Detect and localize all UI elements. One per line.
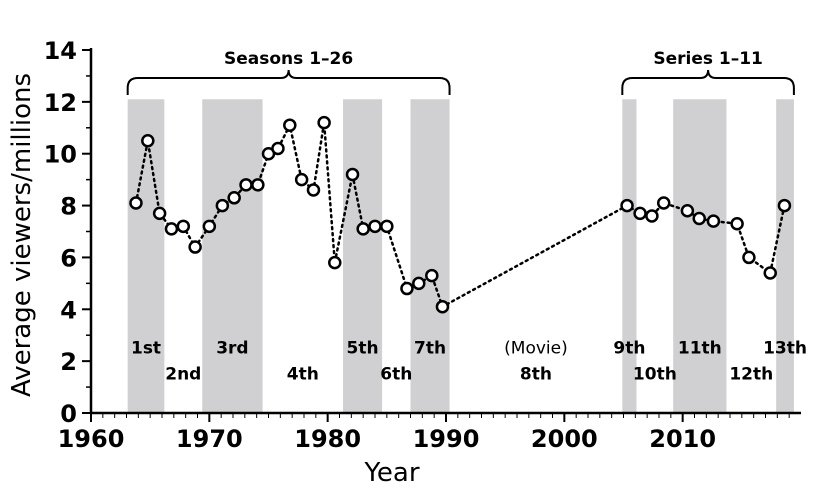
data-point-36: [763, 266, 777, 280]
x-tick-label-1990: 1990: [413, 425, 480, 453]
era-label-12th: 12th: [729, 364, 773, 384]
era-label-1st: 1st: [131, 338, 161, 358]
bracket-2: [621, 69, 795, 95]
era-label-5th: 5th: [347, 338, 379, 358]
era-label-2nd: 2nd: [165, 364, 201, 384]
era-band-3rd: [202, 99, 263, 413]
data-point-1: [129, 196, 143, 210]
y-axis-title: Average viewers/millions: [7, 73, 37, 397]
data-point-6: [188, 240, 202, 254]
bracket-1: [126, 69, 451, 95]
data-point-5: [176, 219, 191, 234]
data-point-35: [742, 250, 756, 265]
data-point-18: [328, 255, 342, 270]
data-point-15: [294, 172, 309, 187]
y-tick-label-8: 8: [60, 193, 77, 221]
y-tick-label-4: 4: [60, 296, 77, 324]
y-tick-label-2: 2: [60, 348, 77, 376]
data-point-23: [400, 281, 414, 296]
data-point-31: [680, 204, 695, 218]
era-band-11th: [673, 99, 727, 413]
x-tick-label-1970: 1970: [176, 425, 243, 453]
era-band-5th: [343, 99, 383, 413]
data-point-11: [251, 178, 265, 192]
era-band-9th: [622, 99, 637, 413]
data-point-29: [645, 209, 659, 223]
data-point-7: [202, 219, 217, 234]
x-tick-label-1980: 1980: [294, 425, 361, 453]
data-point-20: [356, 222, 370, 236]
data-point-34: [730, 216, 744, 231]
data-point-16: [306, 183, 321, 197]
bracket-label-2: Series 1–11: [653, 49, 763, 69]
y-tick-label-0: 0: [60, 400, 77, 428]
x-tick-label-2000: 2000: [531, 425, 598, 453]
data-point-2: [141, 134, 155, 148]
era-label-4th: 4th: [287, 364, 319, 384]
data-point-25: [425, 268, 439, 283]
era-label-10th: 10th: [633, 364, 677, 384]
data-point-24: [412, 276, 426, 291]
data-point-4: [164, 222, 179, 236]
x-tick-label-1960: 1960: [58, 425, 125, 453]
era-band-1st: [127, 99, 165, 413]
era-label-13th: 13th: [763, 338, 807, 358]
data-point-19: [345, 167, 360, 182]
y-tick-label-10: 10: [44, 141, 77, 169]
era-label-8th: 8th: [520, 364, 552, 384]
data-point-3: [152, 206, 167, 221]
era-label-6th: 6th: [380, 364, 412, 384]
bracket-layer: Seasons 1–26 Series 1–11: [126, 49, 795, 95]
era-band-7th: [410, 99, 450, 413]
era-label-9th: 9th: [613, 338, 645, 358]
y-tick-label-12: 12: [44, 89, 77, 117]
era-label-3rd: 3rd: [216, 338, 248, 358]
data-point-17: [317, 115, 331, 130]
bracket-label-1: Seasons 1–26: [224, 49, 353, 69]
data-point-13: [271, 141, 285, 156]
data-point-37: [777, 198, 792, 213]
data-point-32: [692, 211, 706, 226]
era-band-13th: [776, 99, 794, 413]
data-point-26: [435, 299, 450, 314]
data-point-22: [380, 219, 394, 234]
data-point-14: [283, 118, 297, 132]
era-label-11th: 11th: [678, 338, 722, 358]
data-point-9: [227, 191, 241, 205]
y-tick-label-14: 14: [44, 37, 77, 65]
data-point-27: [620, 198, 634, 213]
data-point-33: [706, 214, 721, 228]
data-point-21: [368, 219, 382, 234]
data-point-layer: [129, 115, 792, 314]
data-point-10: [239, 178, 253, 192]
era-label-7th: 7th: [414, 338, 446, 358]
x-axis-title: Year: [363, 458, 419, 488]
data-point-30: [656, 196, 671, 210]
y-tick-label-6: 6: [60, 244, 77, 272]
era-shading-layer: [127, 99, 794, 413]
data-point-8: [215, 198, 230, 213]
movie-annotation: (Movie): [504, 338, 568, 358]
data-point-28: [633, 206, 647, 221]
x-tick-label-2010: 2010: [649, 425, 716, 453]
axes: 0 2 4 6 8 10 12 14 1960 1970 1980 1990 2000 2010: [44, 37, 801, 453]
